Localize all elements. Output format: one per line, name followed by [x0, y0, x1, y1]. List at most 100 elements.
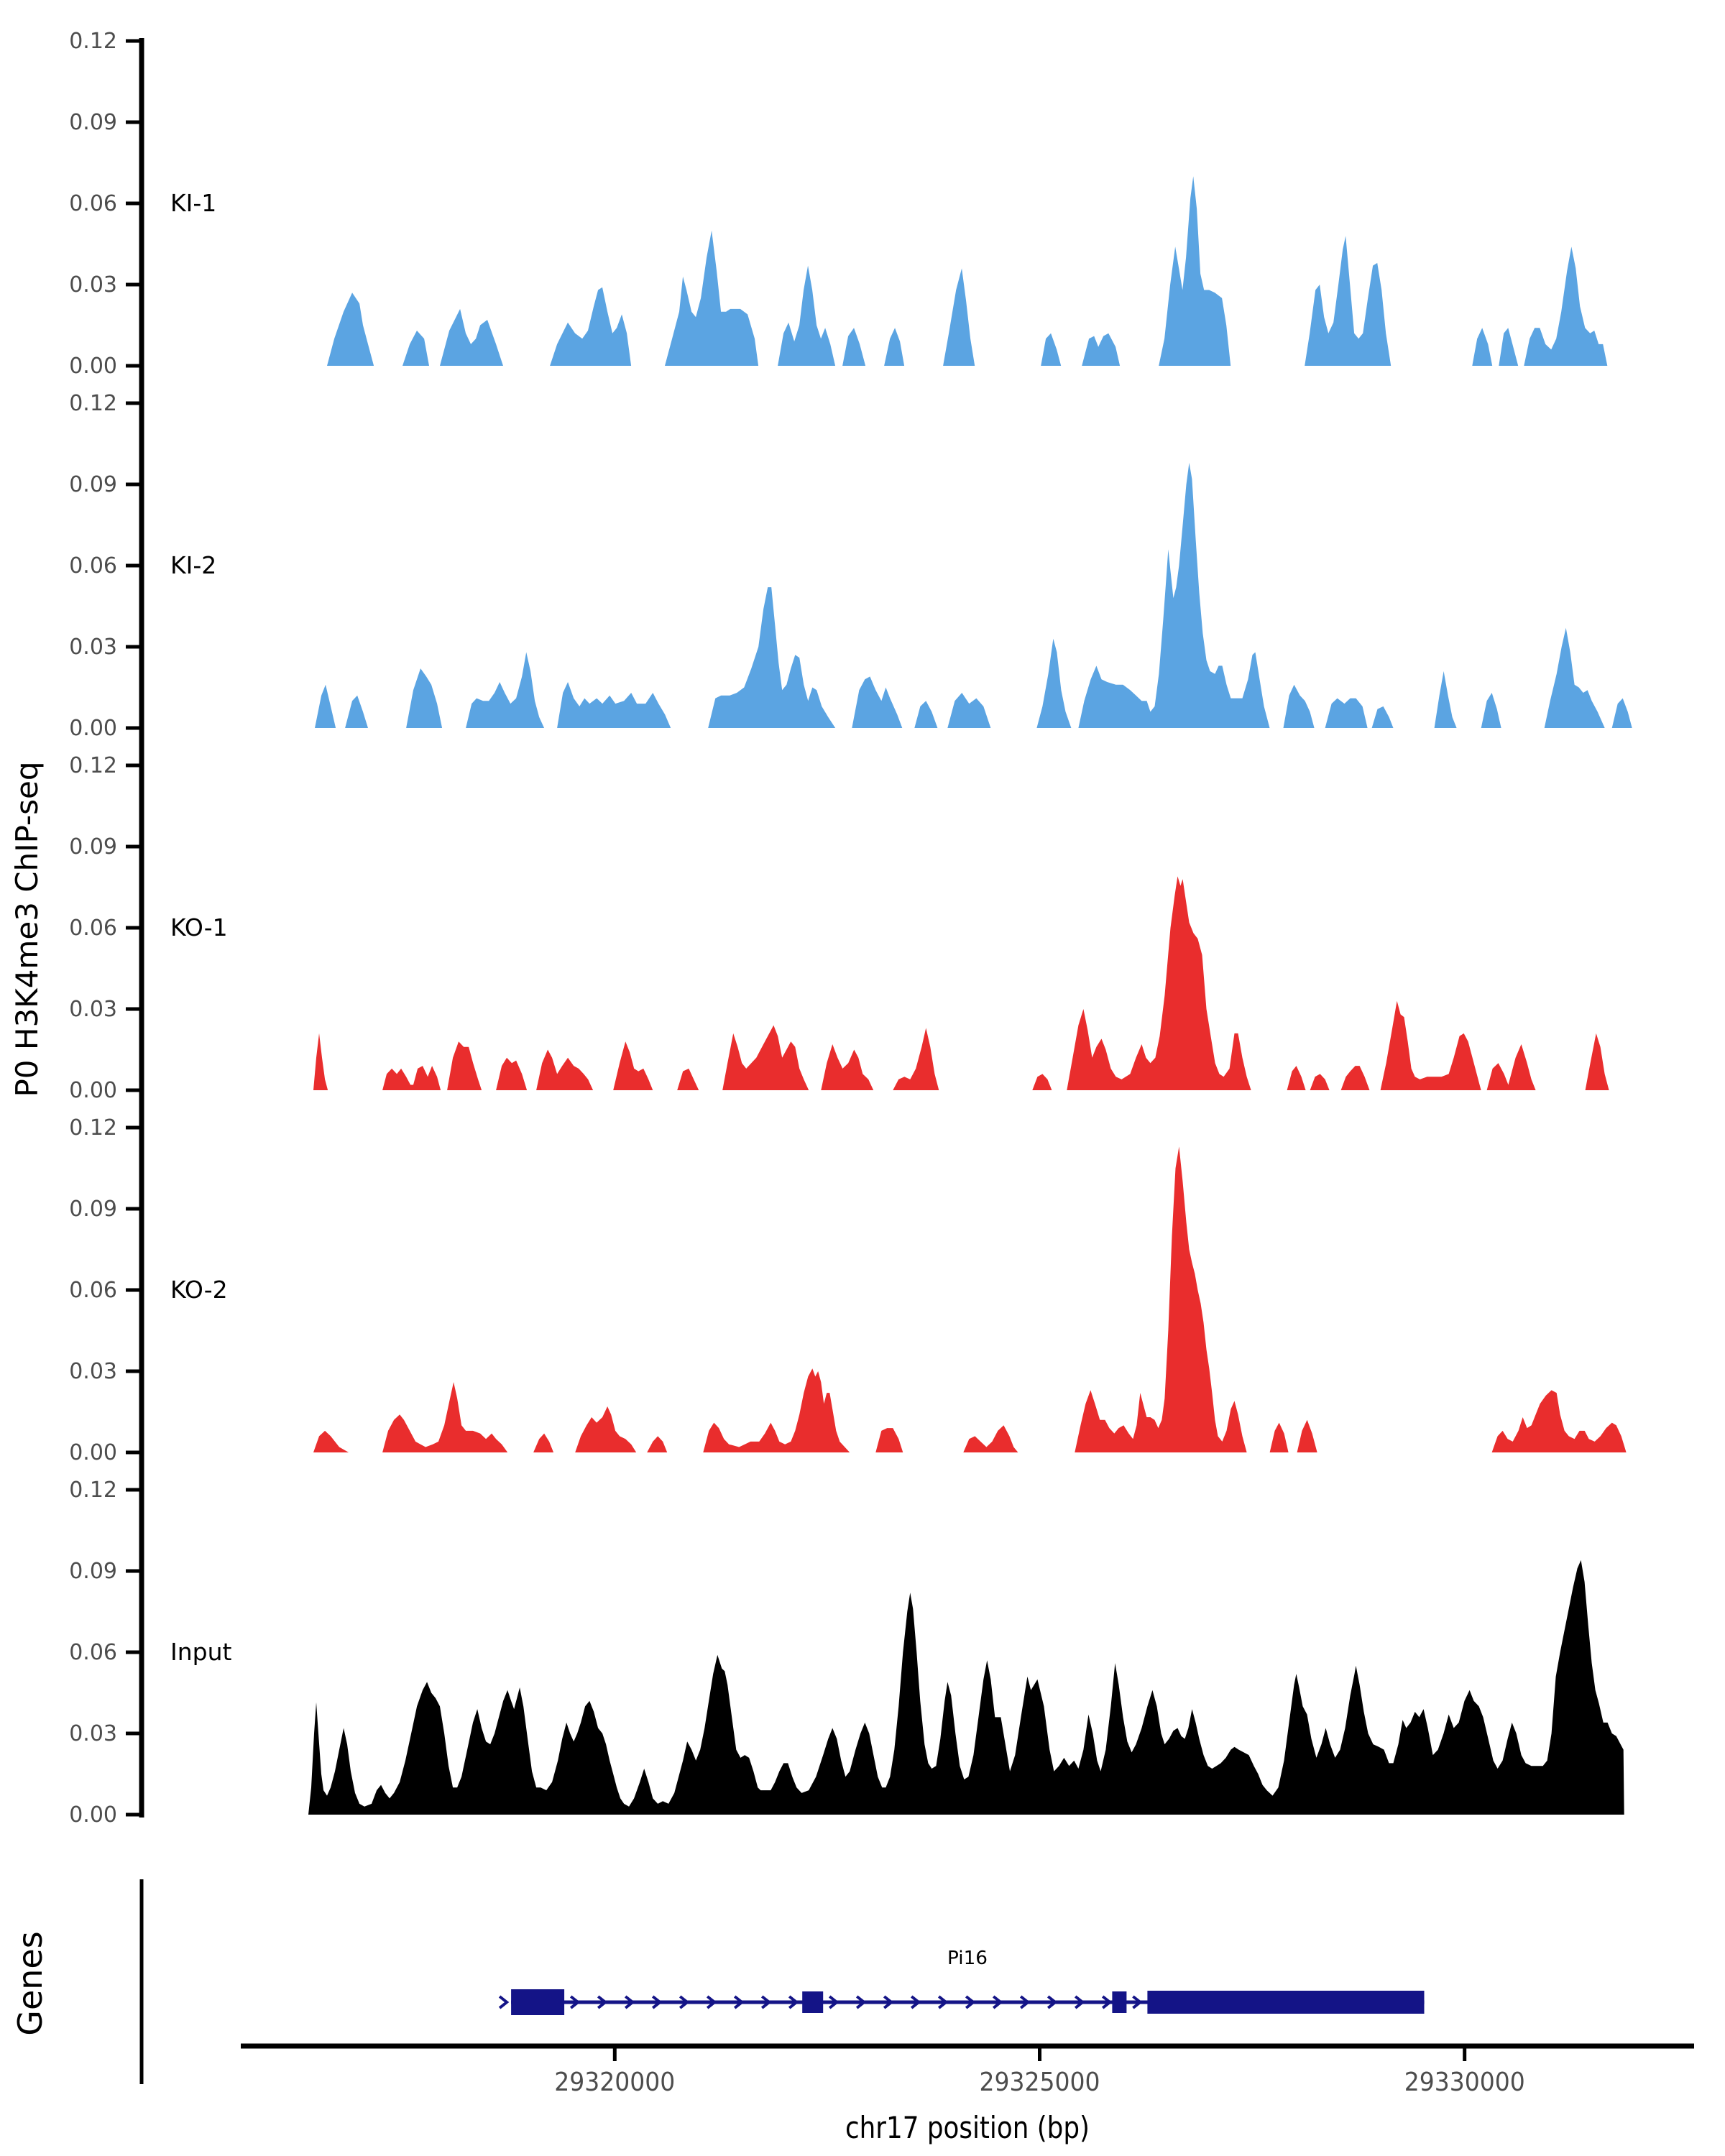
gene-strand-chevron — [992, 1995, 1003, 2009]
y-tick-label: 0.00 — [69, 1802, 117, 1828]
y-tick-label: 0.06 — [69, 1640, 117, 1665]
y-tick — [126, 1650, 142, 1654]
y-tick-label: 0.12 — [69, 1115, 117, 1141]
gene-strand-chevron — [1074, 1995, 1085, 2009]
y-tick-label: 0.12 — [69, 391, 117, 416]
x-tick — [1463, 2048, 1467, 2061]
y-tick — [126, 1288, 142, 1292]
gene-strand-chevron — [678, 1995, 690, 2009]
y-tick-label: 0.09 — [69, 472, 117, 497]
y-tick — [126, 645, 142, 649]
x-tick — [1038, 2048, 1041, 2061]
y-tick — [126, 1812, 142, 1817]
x-tick-label: 29325000 — [980, 2068, 1100, 2097]
y-tick-label: 0.06 — [69, 191, 117, 216]
y-tick-label: 0.12 — [69, 1478, 117, 1503]
y-tick-label: 0.00 — [69, 1440, 117, 1465]
y-tick — [126, 726, 142, 730]
gene-name-label: Pi16 — [947, 1948, 988, 1969]
gene-intron-line — [511, 2000, 1425, 2004]
gene-strand-chevron — [855, 1995, 867, 2009]
x-tick — [612, 2048, 617, 2061]
track-label-KO-1: KO-1 — [170, 913, 228, 941]
y-tick-label: 0.12 — [69, 753, 117, 778]
y-tick-label: 0.06 — [69, 553, 117, 579]
y-tick — [126, 1088, 142, 1092]
y-tick — [126, 844, 142, 849]
y-tick — [126, 1125, 142, 1130]
gene-strand-chevron — [651, 1995, 663, 2009]
plot-area: 0.12 0.09 0.06 0.03 0.00 KI-1 0.12 0.09 0.06 0.03… — [69, 29, 1694, 2097]
gene-strand-chevron — [498, 1995, 510, 2009]
genes-axis-title: Genes — [11, 1931, 50, 2035]
track-label-Input: Input — [170, 1638, 232, 1666]
y-tick — [126, 1450, 142, 1455]
y-tick-label: 0.09 — [69, 834, 117, 860]
y-tick — [126, 201, 142, 206]
gene-strand-chevron — [597, 1995, 608, 2009]
y-tick — [126, 563, 142, 568]
y-tick-label: 0.03 — [69, 997, 117, 1022]
y-tick — [126, 401, 142, 405]
y-tick — [126, 1007, 142, 1011]
y-tick-label: 0.09 — [69, 1559, 117, 1584]
signal-area-KO-1 — [313, 876, 1609, 1090]
y-tick — [126, 1488, 142, 1492]
y-tick — [126, 1369, 142, 1373]
y-tick — [126, 1207, 142, 1211]
gene-strand-chevron — [706, 1995, 717, 2009]
y-tick — [126, 282, 142, 287]
y-tick — [126, 926, 142, 930]
gene-strand-chevron — [828, 1995, 840, 2009]
y-tick — [126, 482, 142, 487]
gene-strand-chevron — [733, 1995, 745, 2009]
gene-strand-chevron — [965, 1995, 976, 2009]
x-tick-label: 29320000 — [554, 2068, 675, 2097]
y-tick-label: 0.03 — [69, 272, 117, 298]
gene-strand-chevron — [788, 1995, 799, 2009]
signal-area-KI-1 — [327, 176, 1608, 367]
track-label-KI-2: KI-2 — [170, 551, 216, 579]
gene-exon — [511, 1989, 565, 2015]
gene-strand-chevron — [1101, 1995, 1113, 2009]
y-tick-label: 0.00 — [69, 1078, 117, 1103]
x-tick-label: 29330000 — [1404, 2068, 1525, 2097]
track-label-KI-1: KI-1 — [170, 189, 216, 217]
gene-strand-chevron — [1132, 1995, 1143, 2009]
gene-strand-chevron — [760, 1995, 772, 2009]
y-tick-label: 0.03 — [69, 635, 117, 660]
y-tick — [126, 763, 142, 768]
gene-strand-chevron — [1019, 1995, 1031, 2009]
y-tick — [126, 1569, 142, 1573]
y-tick — [126, 120, 142, 124]
signal-area-KI-2 — [315, 462, 1632, 728]
gene-strand-chevron — [910, 1995, 921, 2009]
x-axis-line — [241, 2043, 1694, 2049]
y-tick-label: 0.03 — [69, 1721, 117, 1746]
gene-strand-chevron — [624, 1995, 635, 2009]
y-tick — [126, 1731, 142, 1736]
y-tick — [126, 364, 142, 368]
y-tick-label: 0.09 — [69, 110, 117, 135]
y-axis-title: P0 H3K4me3 ChIP-seq — [9, 761, 45, 1097]
track-label-KO-2: KO-2 — [170, 1276, 228, 1304]
y-tick-label: 0.09 — [69, 1197, 117, 1222]
gene-strand-chevron — [883, 1995, 894, 2009]
signal-area-Input — [308, 1560, 1624, 1815]
y-tick — [126, 39, 142, 43]
y-tick-label: 0.12 — [69, 29, 117, 54]
gene-exon — [802, 1991, 824, 2013]
signal-area-KO-2 — [313, 1146, 1627, 1452]
x-axis-title: chr17 position (bp) — [845, 2110, 1090, 2145]
gene-exon — [1112, 1991, 1127, 2013]
gene-exon — [1147, 1991, 1425, 2014]
y-tick-label: 0.03 — [69, 1359, 117, 1384]
gene-strand-chevron — [937, 1995, 949, 2009]
y-tick-label: 0.06 — [69, 1278, 117, 1303]
y-tick-label: 0.06 — [69, 916, 117, 941]
gene-strand-chevron — [1046, 1995, 1058, 2009]
gene-strand-chevron — [569, 1995, 581, 2009]
genes-axis-line — [139, 1879, 144, 2084]
